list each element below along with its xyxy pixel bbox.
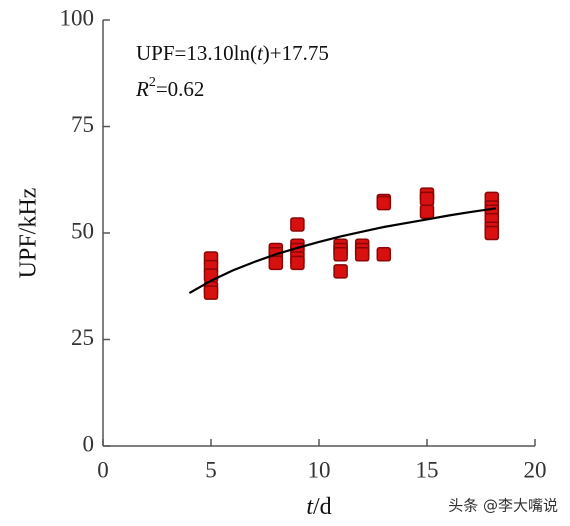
y-tick-label: 75 — [71, 112, 94, 137]
r-symbol: R — [135, 77, 149, 101]
scatter-point — [376, 195, 392, 211]
r-value: =0.62 — [156, 77, 205, 101]
equation-part: UPF=13.10ln( — [136, 41, 257, 65]
scatter-point — [419, 191, 435, 207]
r-exponent: 2 — [149, 75, 156, 90]
scatter-point — [419, 204, 435, 219]
equation: UPF=13.10ln(t)+17.75 — [136, 41, 329, 65]
scatter-point — [484, 225, 500, 241]
y-tick-label: 25 — [71, 325, 94, 350]
y-tick-label: 50 — [71, 218, 94, 243]
scatter-point — [333, 247, 348, 262]
scatter-point — [333, 264, 348, 279]
y-tick-label: 0 — [83, 431, 95, 456]
equation-var: t — [257, 41, 264, 65]
r-squared: R2=0.62 — [135, 75, 204, 101]
x-tick-label: 15 — [416, 457, 439, 482]
scatter-point — [290, 255, 305, 271]
watermark: 头条 @李大嘴说 — [448, 497, 558, 515]
y-tick-label: 100 — [60, 5, 95, 30]
scatter-point — [203, 285, 219, 300]
x-tick-label: 20 — [524, 457, 547, 482]
x-axis-label: t/d — [306, 494, 331, 520]
x-tick-label: 10 — [308, 457, 331, 482]
scatter-point — [354, 247, 370, 262]
scatter-point — [290, 217, 305, 232]
x-label-unit: /d — [313, 494, 332, 520]
y-axis-label: UPF/kHz — [16, 188, 42, 279]
equation-part: )+17.75 — [263, 41, 329, 65]
fit-curve — [188, 207, 497, 295]
x-label-var: t — [306, 494, 314, 520]
x-tick-label: 5 — [205, 457, 217, 482]
x-tick-label: 0 — [97, 457, 109, 482]
scatter-point — [268, 255, 284, 271]
scatter-point — [376, 247, 392, 262]
